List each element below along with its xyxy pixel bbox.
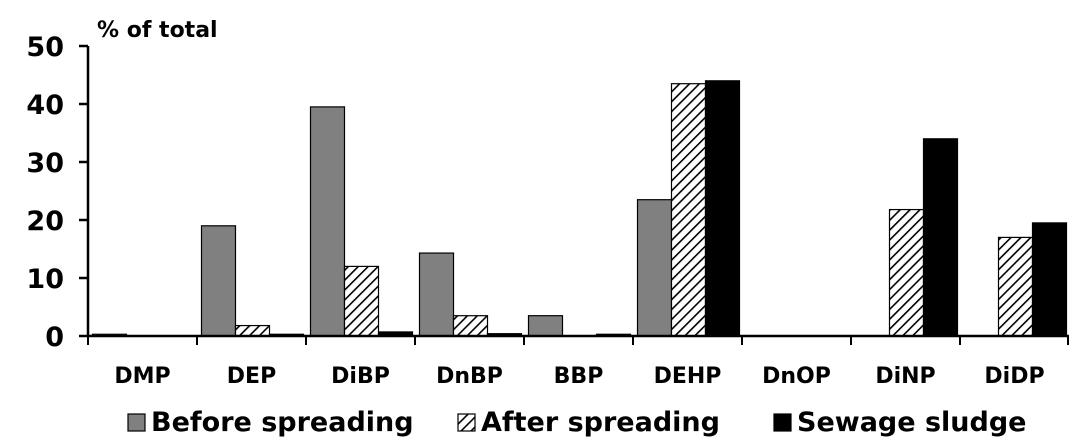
y-axis: 0 10 20 30 40 50 [26, 32, 90, 353]
legend-label: After spreading [481, 407, 720, 437]
x-axis: DMP DEP DiBP DnBP BBP DEHP DnOP DiNP DiDP [87, 334, 1069, 389]
x-tick-label: DnOP [762, 364, 831, 389]
legend-swatch [127, 413, 146, 432]
bar-dehp-series-1 [636, 199, 673, 337]
bar-dep-series-1 [200, 225, 237, 337]
bar-dnbp-series-1 [418, 252, 455, 337]
y-tick-label: 0 [45, 322, 64, 353]
y-tick-label: 50 [26, 32, 64, 63]
x-tick-label: DEP [227, 364, 276, 389]
legend-label: Before spreading [151, 407, 414, 437]
y-axis-label: % of total [97, 18, 218, 43]
x-tick-label: BBP [554, 364, 604, 389]
bar-dehp-series-2 [670, 83, 707, 337]
x-tick-label: DiBP [331, 364, 390, 389]
legend-swatch [457, 413, 476, 432]
legend-swatch [773, 413, 792, 432]
bar-didp-series-3 [1031, 222, 1068, 337]
x-tick-label: DiNP [875, 364, 935, 389]
bar-dep-series-2 [234, 324, 271, 337]
bar-dinp-series-2 [888, 208, 925, 337]
x-tick-label: DiDP [984, 364, 1044, 389]
bar-dnbp-series-2 [452, 315, 489, 337]
bar-dehp-series-3 [704, 80, 741, 337]
y-tick-label: 10 [26, 264, 64, 295]
bar-dinp-series-3 [922, 138, 959, 337]
x-tick-label: DMP [114, 364, 170, 389]
y-tick-label: 30 [26, 148, 64, 179]
bars [91, 80, 1068, 337]
legend: Before spreading After spreading Sewage sl… [127, 407, 1026, 437]
bar-dibp-series-1 [309, 106, 346, 337]
y-tick-label: 40 [26, 90, 64, 121]
y-tick-label: 20 [26, 206, 64, 237]
bar-bbp-series-1 [527, 315, 564, 337]
bar-dibp-series-2 [343, 265, 380, 337]
x-tick-label: DEHP [654, 364, 722, 389]
x-tick-label: DnBP [436, 364, 503, 389]
bar-didp-series-2 [997, 236, 1034, 337]
legend-label: Sewage sludge [797, 407, 1026, 437]
